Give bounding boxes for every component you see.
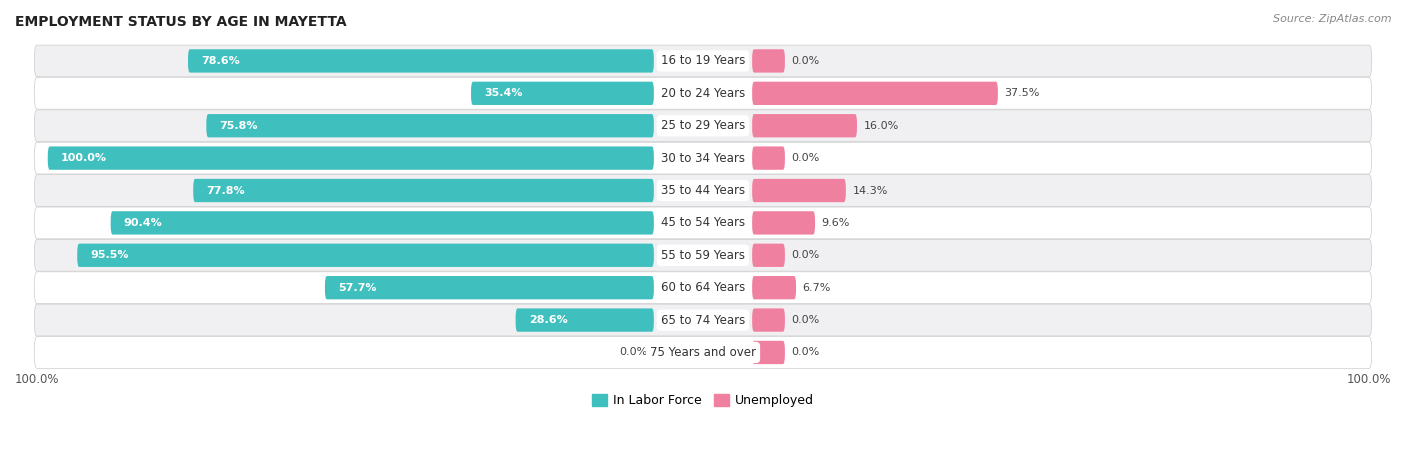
FancyBboxPatch shape (48, 147, 654, 170)
FancyBboxPatch shape (207, 114, 654, 138)
FancyBboxPatch shape (34, 142, 1372, 174)
FancyBboxPatch shape (34, 239, 1372, 271)
FancyBboxPatch shape (752, 49, 785, 73)
Text: 0.0%: 0.0% (619, 347, 647, 358)
Text: 60 to 64 Years: 60 to 64 Years (661, 281, 745, 294)
Text: 28.6%: 28.6% (529, 315, 568, 325)
FancyBboxPatch shape (752, 147, 785, 170)
Text: 37.5%: 37.5% (1004, 88, 1040, 98)
FancyBboxPatch shape (34, 175, 1372, 207)
Text: 65 to 74 Years: 65 to 74 Years (661, 313, 745, 327)
Text: 0.0%: 0.0% (792, 56, 820, 66)
Text: 100.0%: 100.0% (1347, 373, 1391, 386)
Text: 0.0%: 0.0% (792, 250, 820, 260)
Text: 55 to 59 Years: 55 to 59 Years (661, 249, 745, 262)
Text: 35 to 44 Years: 35 to 44 Years (661, 184, 745, 197)
FancyBboxPatch shape (34, 336, 1372, 368)
FancyBboxPatch shape (752, 211, 815, 235)
Text: 75 Years and over: 75 Years and over (650, 346, 756, 359)
FancyBboxPatch shape (34, 272, 1372, 304)
FancyBboxPatch shape (77, 244, 654, 267)
FancyBboxPatch shape (752, 114, 858, 138)
Text: 75.8%: 75.8% (219, 121, 257, 131)
FancyBboxPatch shape (34, 207, 1372, 239)
FancyBboxPatch shape (752, 82, 998, 105)
FancyBboxPatch shape (34, 78, 1372, 109)
Text: 16 to 19 Years: 16 to 19 Years (661, 55, 745, 68)
Text: EMPLOYMENT STATUS BY AGE IN MAYETTA: EMPLOYMENT STATUS BY AGE IN MAYETTA (15, 15, 347, 29)
Text: 14.3%: 14.3% (852, 185, 887, 195)
Text: 30 to 34 Years: 30 to 34 Years (661, 152, 745, 165)
FancyBboxPatch shape (111, 211, 654, 235)
Text: 100.0%: 100.0% (15, 373, 59, 386)
Text: 77.8%: 77.8% (207, 185, 245, 195)
FancyBboxPatch shape (752, 276, 796, 299)
FancyBboxPatch shape (516, 308, 654, 332)
FancyBboxPatch shape (188, 49, 654, 73)
Text: 0.0%: 0.0% (792, 315, 820, 325)
Text: 9.6%: 9.6% (821, 218, 851, 228)
FancyBboxPatch shape (34, 304, 1372, 336)
Text: 45 to 54 Years: 45 to 54 Years (661, 216, 745, 230)
Text: 0.0%: 0.0% (792, 347, 820, 358)
Text: 57.7%: 57.7% (337, 283, 377, 293)
FancyBboxPatch shape (752, 179, 846, 202)
FancyBboxPatch shape (752, 341, 785, 364)
FancyBboxPatch shape (471, 82, 654, 105)
Text: 25 to 29 Years: 25 to 29 Years (661, 119, 745, 132)
FancyBboxPatch shape (193, 179, 654, 202)
Legend: In Labor Force, Unemployed: In Labor Force, Unemployed (592, 394, 814, 407)
Text: 6.7%: 6.7% (803, 283, 831, 293)
FancyBboxPatch shape (34, 45, 1372, 77)
FancyBboxPatch shape (752, 308, 785, 332)
Text: 100.0%: 100.0% (60, 153, 107, 163)
FancyBboxPatch shape (325, 276, 654, 299)
Text: 16.0%: 16.0% (863, 121, 898, 131)
Text: 0.0%: 0.0% (792, 153, 820, 163)
Text: 20 to 24 Years: 20 to 24 Years (661, 87, 745, 100)
Text: 78.6%: 78.6% (201, 56, 240, 66)
Text: 35.4%: 35.4% (484, 88, 523, 98)
FancyBboxPatch shape (752, 244, 785, 267)
Text: 90.4%: 90.4% (124, 218, 163, 228)
Text: Source: ZipAtlas.com: Source: ZipAtlas.com (1274, 14, 1392, 23)
Text: 95.5%: 95.5% (90, 250, 129, 260)
FancyBboxPatch shape (34, 110, 1372, 142)
